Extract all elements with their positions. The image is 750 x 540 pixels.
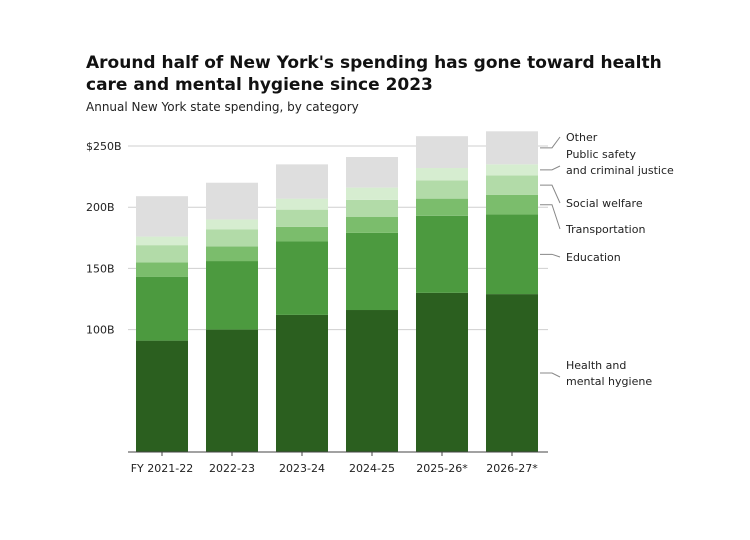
bar-segment	[346, 232, 398, 311]
bar-segment	[486, 214, 538, 295]
bar-segment	[486, 164, 538, 176]
bar-segment	[136, 236, 188, 246]
bar-segment	[136, 245, 188, 263]
bar-segment	[486, 131, 538, 165]
chart-title: Around half of New York's spending has g…	[86, 53, 662, 95]
legend-label: Other	[566, 131, 598, 144]
bar-segment	[206, 219, 258, 230]
x-tick-label: 2024-25	[349, 462, 395, 475]
legend-leader-line	[540, 204, 561, 230]
legend-label: Health and	[566, 359, 626, 372]
legend-label: and criminal justice	[566, 164, 674, 177]
y-tick-label: 150B	[86, 262, 115, 275]
bar-segment	[276, 241, 328, 315]
bar-segment	[416, 136, 468, 169]
bar-segment	[276, 226, 328, 242]
bar-segment	[416, 168, 468, 181]
legend-leader-line	[540, 253, 561, 258]
bar-segment	[416, 215, 468, 293]
bar-segment	[416, 180, 468, 199]
x-tick-label: FY 2021-22	[131, 462, 194, 475]
bar-segment	[276, 164, 328, 199]
bar-segment	[416, 292, 468, 452]
bar-segment	[486, 294, 538, 452]
bar-segment	[346, 216, 398, 233]
bar-segment	[486, 175, 538, 195]
bar-segment	[136, 196, 188, 237]
legend-leader-line	[540, 184, 561, 204]
bar-segment	[276, 198, 328, 210]
bar-segment	[136, 340, 188, 452]
chart-subtitle: Annual New York state spending, by categ…	[86, 100, 359, 114]
bar-segment	[276, 209, 328, 227]
bar-segment	[486, 194, 538, 215]
y-tick-label: 100B	[86, 324, 115, 337]
x-axis-ticks: FY 2021-22 2022-23 2023-24 2024-25 2025-26* 2…	[128, 451, 548, 475]
legend: Other Public safety and criminal justice So…	[540, 131, 674, 388]
x-tick-label: 2022-23	[209, 462, 255, 475]
legend-leader-line	[540, 165, 561, 171]
y-axis-ticks: $250B 200B 150B 100B	[86, 140, 122, 337]
legend-leader-line	[540, 372, 561, 378]
bar-segment	[206, 182, 258, 220]
legend-label: mental hygiene	[566, 375, 652, 388]
bar-segment	[136, 262, 188, 277]
legend-label: Social welfare	[566, 197, 643, 210]
y-tick-label: $250B	[86, 140, 122, 153]
legend-label: Education	[566, 251, 621, 264]
bar-segment	[346, 157, 398, 188]
bar-segment	[206, 261, 258, 330]
x-tick-label: 2025-26*	[416, 462, 468, 475]
bar-segment	[136, 276, 188, 341]
bars	[136, 131, 538, 452]
y-tick-label: 200B	[86, 201, 115, 214]
bar-segment	[416, 198, 468, 216]
bar-segment	[206, 329, 258, 452]
bar-segment	[346, 310, 398, 452]
bar-segment	[346, 199, 398, 217]
bar-segment	[206, 229, 258, 247]
bar-segment	[276, 314, 328, 452]
legend-label: Public safety	[566, 148, 636, 161]
bar-segment	[206, 246, 258, 262]
x-tick-label: 2023-24	[279, 462, 325, 475]
legend-label: Transportation	[565, 223, 645, 236]
gridlines	[128, 145, 548, 331]
bar-segment	[346, 187, 398, 200]
x-tick-label: 2026-27*	[486, 462, 538, 475]
legend-leader-line	[540, 136, 561, 149]
